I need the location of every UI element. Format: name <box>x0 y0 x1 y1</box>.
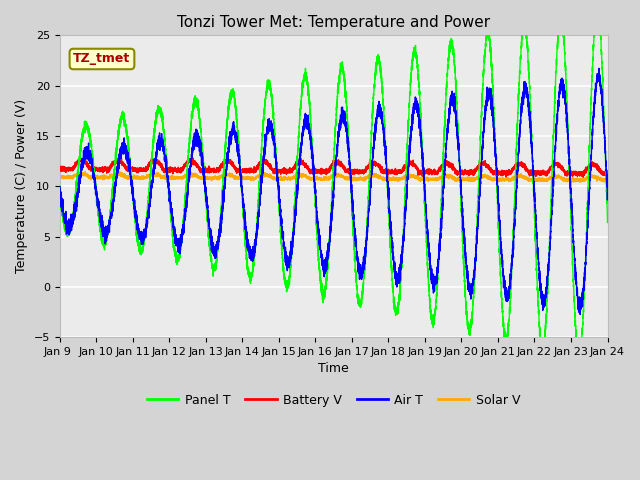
Legend: Panel T, Battery V, Air T, Solar V: Panel T, Battery V, Air T, Solar V <box>142 389 525 412</box>
Text: TZ_tmet: TZ_tmet <box>74 52 131 65</box>
Title: Tonzi Tower Met: Temperature and Power: Tonzi Tower Met: Temperature and Power <box>177 15 490 30</box>
Y-axis label: Temperature (C) / Power (V): Temperature (C) / Power (V) <box>15 99 28 273</box>
X-axis label: Time: Time <box>318 362 349 375</box>
